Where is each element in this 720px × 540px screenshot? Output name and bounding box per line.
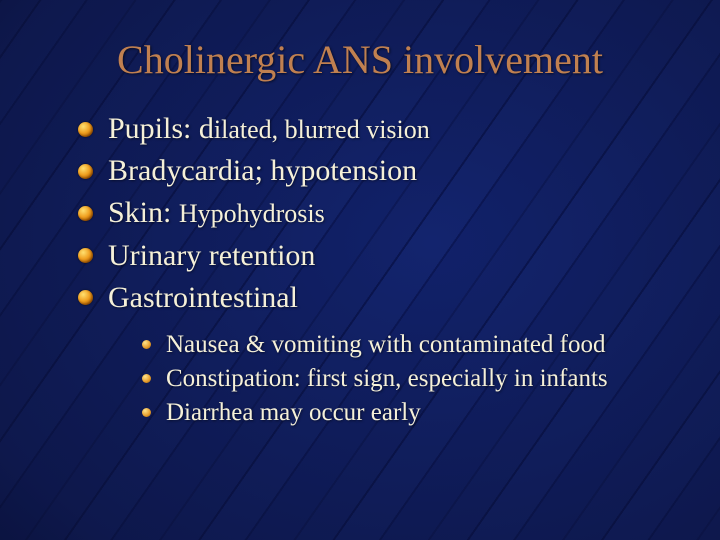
bullet-text-prefix: Gastrointestinal	[108, 281, 298, 314]
list-item: Diarrhea may occur early	[142, 396, 668, 430]
main-bullet-list: Pupils: dilated, blurred vision Bradycar…	[52, 109, 668, 318]
list-item: Nausea & vomiting with contaminated food	[142, 328, 668, 362]
list-item: Bradycardia; hypotension	[78, 151, 668, 191]
sub-bullet-list: Nausea & vomiting with contaminated food…	[52, 328, 668, 430]
bullet-icon	[78, 164, 93, 179]
bullet-icon	[78, 248, 93, 263]
sub-bullet-text: Diarrhea may occur early	[166, 399, 421, 426]
list-item: Constipation: first sign, especially in …	[142, 362, 668, 396]
bullet-text-suffix: Hypohydrosis	[179, 199, 325, 228]
bullet-icon	[142, 408, 151, 417]
bullet-text-prefix: Pupils: d	[108, 112, 214, 145]
slide-title: Cholinergic ANS involvement	[52, 36, 668, 83]
bullet-icon	[78, 206, 93, 221]
bullet-text-prefix: Skin:	[108, 196, 179, 229]
sub-bullet-text: Nausea & vomiting with contaminated food	[166, 331, 606, 358]
bullet-text-prefix: Urinary retention	[108, 239, 315, 272]
sub-bullet-text: Constipation: first sign, especially in …	[166, 365, 608, 392]
list-item: Urinary retention	[78, 236, 668, 276]
bullet-icon	[78, 290, 93, 305]
slide: Cholinergic ANS involvement Pupils: dila…	[0, 0, 720, 540]
bullet-text-suffix: ilated, blurred vision	[214, 115, 430, 144]
bullet-icon	[78, 122, 93, 137]
list-item: Gastrointestinal	[78, 278, 668, 318]
bullet-icon	[142, 340, 151, 349]
bullet-icon	[142, 374, 151, 383]
bullet-text-prefix: Bradycardia; hypotension	[108, 154, 417, 187]
list-item: Skin: Hypohydrosis	[78, 193, 668, 233]
list-item: Pupils: dilated, blurred vision	[78, 109, 668, 149]
